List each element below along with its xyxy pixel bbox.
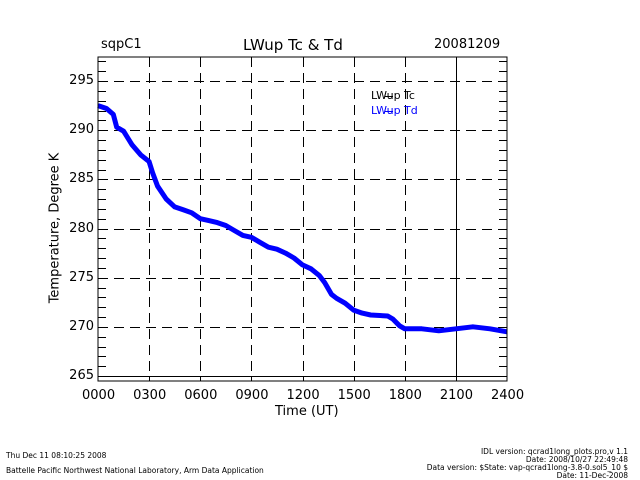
footer-timestamp: Thu Dec 11 08:10:25 2008 <box>6 451 107 460</box>
series-group <box>97 103 508 335</box>
y-axis-label: Temperature, Degree K <box>47 152 63 304</box>
y-axis-ticks <box>98 61 507 377</box>
x-tick-label: 0600 <box>184 388 218 403</box>
y-tick-label: 265 <box>69 368 94 383</box>
y-tick-label: 285 <box>69 171 94 187</box>
legend <box>385 96 393 112</box>
site-label: sqpC1 <box>101 37 142 52</box>
footer-idl-date: Date: 2008/10/27 22:49:48 <box>525 455 628 464</box>
chart-title: LWup Tc & Td <box>243 36 343 54</box>
x-tick-label: 1500 <box>337 388 371 403</box>
y-tick-label: 295 <box>69 73 94 88</box>
legend-label-td: LWup Td <box>371 104 418 117</box>
y-tick-label: 275 <box>69 269 94 285</box>
series-line-td <box>97 103 508 335</box>
x-tick-label: 1800 <box>388 388 422 403</box>
x-tick-label: 0900 <box>235 388 269 403</box>
grid <box>98 57 507 381</box>
x-tick-label: 1200 <box>286 388 320 403</box>
y-tick-label: 290 <box>69 122 94 138</box>
footer-idl-version: IDL version: qcrad1long_plots.pro,v 1.1 <box>480 447 628 456</box>
x-tick-label: 0000 <box>82 388 116 403</box>
footer-data-date: Date: 11-Dec-2008 <box>556 471 628 480</box>
series-line-tc <box>97 104 508 334</box>
y-tick-label: 280 <box>69 220 94 236</box>
y-tick-label: 270 <box>69 318 94 334</box>
legend-label-tc: LWup Tc <box>371 89 415 102</box>
footer-lab: Battelle Pacific Northwest National Labo… <box>6 466 264 475</box>
x-tick-label: 2100 <box>439 388 473 403</box>
x-axis-label: Time (UT) <box>275 404 339 419</box>
date-label: 20081209 <box>434 37 501 52</box>
x-tick-label: 0300 <box>133 388 167 403</box>
footer-data-version: Data version: $State: vap-qcrad1long-3.8… <box>426 463 628 472</box>
x-tick-label: 2400 <box>491 388 525 403</box>
